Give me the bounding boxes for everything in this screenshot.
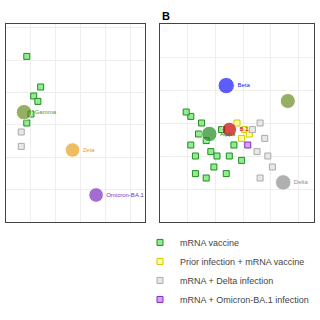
- svg-text:Gamma: Gamma: [35, 109, 57, 115]
- svg-text:Beta: Beta: [237, 82, 250, 88]
- svg-text:Omicron-BA.1: Omicron-BA.1: [106, 192, 144, 198]
- svg-text:Prior infection + mRNA vaccine: Prior infection + mRNA vaccine: [180, 257, 304, 267]
- svg-text:Delta: Delta: [294, 179, 309, 185]
- svg-text:Zeta: Zeta: [83, 147, 96, 153]
- svg-text:mRNA + Omicron-BA.1 infection: mRNA + Omicron-BA.1 infection: [180, 295, 309, 305]
- svg-text:Alpha: Alpha: [220, 131, 236, 137]
- svg-text:mRNA vaccine: mRNA vaccine: [180, 238, 239, 248]
- svg-text:B: B: [162, 10, 170, 22]
- svg-text:B.1: B.1: [239, 126, 249, 132]
- svg-text:mRNA + Delta infection: mRNA + Delta infection: [180, 276, 273, 286]
